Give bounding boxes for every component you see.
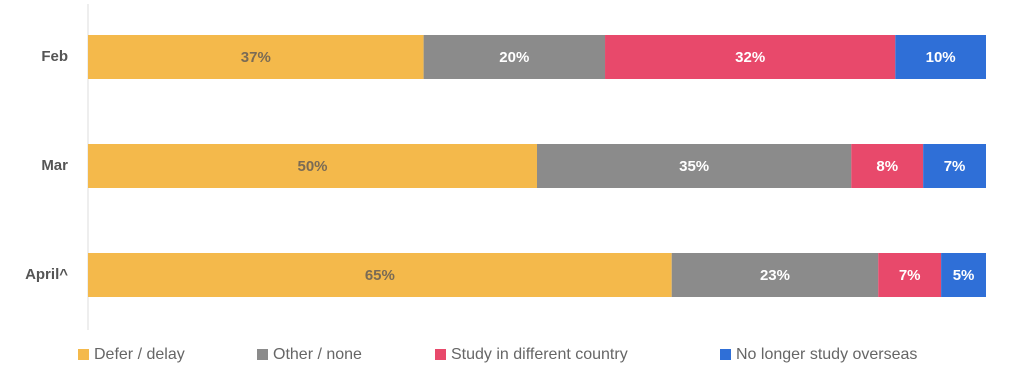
category-label: Mar [41, 157, 68, 174]
value-label: 20% [499, 49, 529, 66]
bar-segment [941, 253, 986, 297]
bar-segment [671, 253, 879, 297]
bar-segment [895, 35, 986, 79]
value-label: 65% [365, 267, 395, 284]
value-label: 23% [760, 267, 790, 284]
value-label: 50% [297, 158, 327, 175]
bar-segment [88, 35, 424, 79]
legend-label: Other / none [273, 346, 362, 363]
legend-swatch [435, 349, 446, 360]
bar-segment [88, 144, 537, 188]
legend-label: No longer study overseas [736, 346, 917, 363]
value-label: 35% [679, 158, 709, 175]
bar-segment [423, 35, 606, 79]
legend-label: Defer / delay [94, 346, 185, 363]
bar-segment [537, 144, 852, 188]
legend-label: Study in different country [451, 346, 628, 363]
value-label: 10% [926, 49, 956, 66]
bar-segment [878, 253, 942, 297]
legend-swatch [78, 349, 89, 360]
value-label: 32% [735, 49, 765, 66]
bar-segment [851, 144, 924, 188]
value-label: 7% [899, 267, 921, 284]
category-label: Feb [41, 48, 68, 65]
legend-swatch [720, 349, 731, 360]
value-label: 8% [876, 158, 898, 175]
bar-segment [88, 253, 672, 297]
value-label: 5% [953, 267, 975, 284]
bar-segment [605, 35, 896, 79]
legend-swatch [257, 349, 268, 360]
value-label: 7% [944, 158, 966, 175]
value-label: 37% [241, 49, 271, 66]
bar-segment [923, 144, 986, 188]
category-label: April^ [25, 266, 68, 283]
